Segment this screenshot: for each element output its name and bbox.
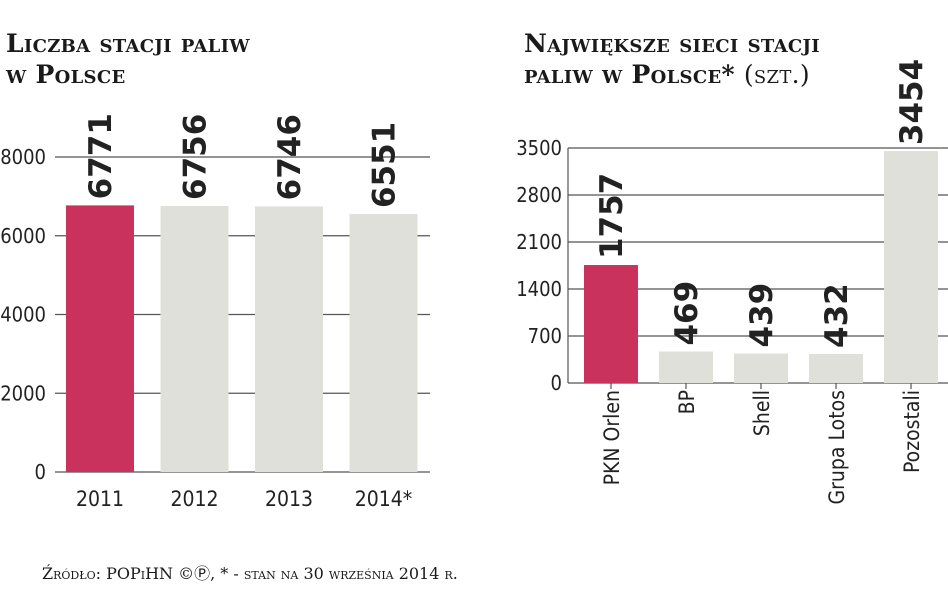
title-line-2: paliw w Polsce* xyxy=(524,60,735,89)
value-label: 1757 xyxy=(594,173,630,259)
source-note: Źródło: POPiHN ©Ⓟ, * - stan na 30 wrześn… xyxy=(42,564,458,583)
x-tick-label: BP xyxy=(675,390,699,414)
value-label: 469 xyxy=(669,281,705,346)
y-tick-label: 700 xyxy=(528,324,562,348)
value-label: 6771 xyxy=(83,113,119,199)
y-tick-label: 2100 xyxy=(516,230,562,254)
bar xyxy=(66,205,134,472)
y-tick-label: 2000 xyxy=(0,381,46,405)
x-tick-label: 2011 xyxy=(76,487,124,511)
value-label: 6551 xyxy=(367,122,403,208)
x-tick-label: Grupa Lotos xyxy=(825,390,849,504)
value-label: 6746 xyxy=(272,114,308,200)
x-tick-label: Pozostali xyxy=(900,390,924,473)
chart-1: 8000 6000 4000 2000 0 6771 2011 6756 2012 6746 201… xyxy=(0,113,430,511)
title-line-1: Największe sieci stacji xyxy=(524,29,821,58)
x-tick-label: 2013 xyxy=(265,487,313,511)
x-tick-label: Shell xyxy=(750,390,774,436)
bar xyxy=(160,205,229,473)
y-tick-label: 1400 xyxy=(516,277,562,301)
value-label: 6756 xyxy=(178,114,214,200)
chart-title-station-count: Liczba stacji paliw w Polsce xyxy=(6,28,250,90)
value-label: 3454 xyxy=(894,59,930,145)
title-line-1: Liczba stacji paliw xyxy=(6,29,250,58)
value-label: 432 xyxy=(819,283,855,348)
x-tick-label: 2014* xyxy=(355,487,413,511)
x-tick-label: 2012 xyxy=(170,487,218,511)
bar xyxy=(659,351,713,383)
bar xyxy=(584,265,638,383)
y-tick-label: 4000 xyxy=(0,303,46,327)
bar xyxy=(809,353,863,383)
bar xyxy=(349,214,418,472)
value-label: 439 xyxy=(744,283,780,348)
y-tick-label: 0 xyxy=(35,460,46,484)
y-tick-label: 6000 xyxy=(0,224,46,248)
bar xyxy=(884,151,938,383)
y-tick-label: 3500 xyxy=(516,136,562,160)
x-tick-label: PKN Orlen xyxy=(600,390,624,485)
y-tick-label: 2800 xyxy=(516,183,562,207)
chart-title-largest-networks: Największe sieci stacji paliw w Polsce* … xyxy=(524,28,820,90)
y-tick-label: 8000 xyxy=(0,145,46,169)
bar xyxy=(734,353,788,383)
y-tick-label: 0 xyxy=(551,371,562,395)
bar xyxy=(255,206,323,472)
title-line-2-wrap: paliw w Polsce* (szt.) xyxy=(524,59,820,90)
title-line-2: w Polsce xyxy=(6,60,126,89)
title-unit: (szt.) xyxy=(743,60,810,89)
chart-2: 3500 2800 2100 1400 700 0 1757 PKN Orlen 469 BP 43… xyxy=(516,59,948,504)
